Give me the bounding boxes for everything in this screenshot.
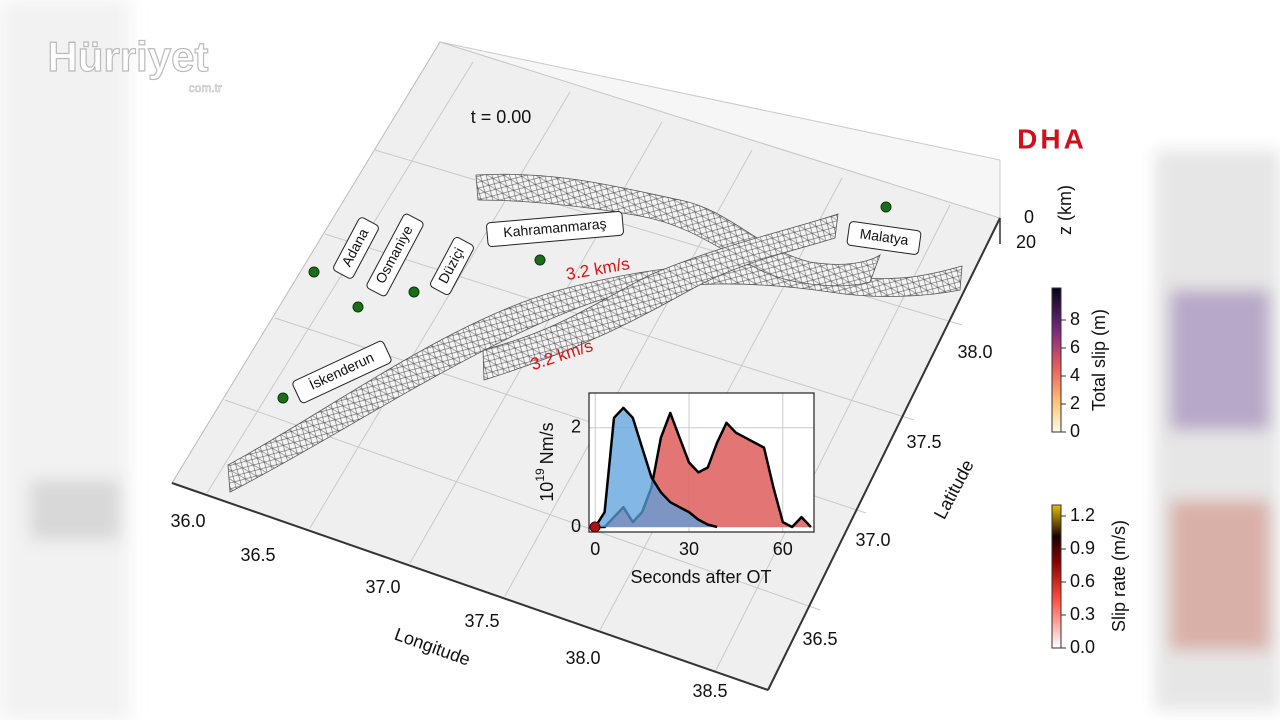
colorbar-tick-label: 1.2 [1070, 505, 1095, 525]
inset-chart: 0 2 0 30 60 [571, 393, 814, 559]
hurriyet-domain: com.tr [189, 81, 222, 95]
slip-colorbar-ticks: 0 2 4 6 8 [1061, 309, 1080, 441]
city-name: Malatya [859, 225, 910, 248]
latitude-tick: 38.0 [957, 342, 992, 362]
longitude-label: Longitude [392, 624, 473, 670]
rate-colorbar [1051, 504, 1062, 649]
colorbar-tick-label: 0.3 [1070, 604, 1095, 624]
hurriyet-logo: Hürriyet [47, 33, 208, 80]
latitude-tick: 37.0 [855, 530, 890, 550]
colorbar-tick-label: 2 [1070, 393, 1080, 413]
longitude-tick: 36.5 [240, 545, 275, 565]
inset-ylabel: 1019 Nm/s [533, 422, 557, 501]
rate-colorbar-ticks: 0.0 0.3 0.6 0.9 1.2 [1061, 505, 1095, 657]
longitude-tick: 36.0 [170, 511, 205, 531]
ylabel-exp: 19 [533, 468, 547, 482]
colorbar-tick-label: 8 [1070, 309, 1080, 329]
colorbar-tick-label: 6 [1070, 337, 1080, 357]
longitude-tick: 37.5 [464, 611, 499, 631]
ylabel-unit: Nm/s [537, 422, 557, 464]
depth-tick: 20 [1016, 232, 1036, 252]
origin-marker [589, 521, 601, 533]
x-tick-label: 60 [773, 539, 793, 559]
area-outline [594, 406, 718, 529]
rate-colorbar-label: Slip rate (m/s) [1109, 520, 1129, 632]
fault-mesh [227, 173, 963, 493]
colorbar-tick-label: 0 [1070, 421, 1080, 441]
colorbar-tick-label: 4 [1070, 365, 1080, 385]
plot-box [171, 41, 1001, 691]
dha-logo: DHA [1017, 123, 1087, 154]
inset-frame [588, 392, 815, 533]
time-label: t = 0.00 [471, 107, 532, 127]
depth-label: z (km) [1055, 185, 1075, 235]
depth-tick: 0 [1024, 207, 1034, 227]
colorbar-tick-label: 0.9 [1070, 538, 1095, 558]
slip-colorbar [1051, 287, 1062, 433]
inset-xlabel: Seconds after OT [630, 567, 771, 587]
latitude-axis: 36.5 37.0 37.5 38.0 [802, 342, 992, 649]
latitude-tick: 37.5 [906, 432, 941, 452]
longitude-tick: 37.0 [365, 577, 400, 597]
city-markers [277, 201, 892, 404]
longitude-tick: 38.0 [565, 648, 600, 668]
x-tick-label: 30 [679, 539, 699, 559]
area [595, 407, 718, 528]
x-tick-label: 0 [590, 539, 600, 559]
slip-colorbar-label: Total slip (m) [1089, 309, 1109, 411]
ylabel-base: 10 [537, 482, 557, 502]
latitude-tick: 36.5 [802, 629, 837, 649]
longitude-axis: 36.0 36.5 37.0 37.5 38.0 38.5 [170, 511, 727, 701]
city-label: Malatya [846, 221, 922, 255]
y-tick-label: 2 [571, 417, 581, 437]
colorbar-tick-label: 0.6 [1070, 571, 1095, 591]
latitude-label: Latitude [930, 456, 978, 522]
y-tick-label: 0 [571, 516, 581, 536]
longitude-tick: 38.5 [692, 681, 727, 701]
colorbar-tick-label: 0.0 [1070, 637, 1095, 657]
city-label: Kahramanmaraş [486, 210, 624, 248]
